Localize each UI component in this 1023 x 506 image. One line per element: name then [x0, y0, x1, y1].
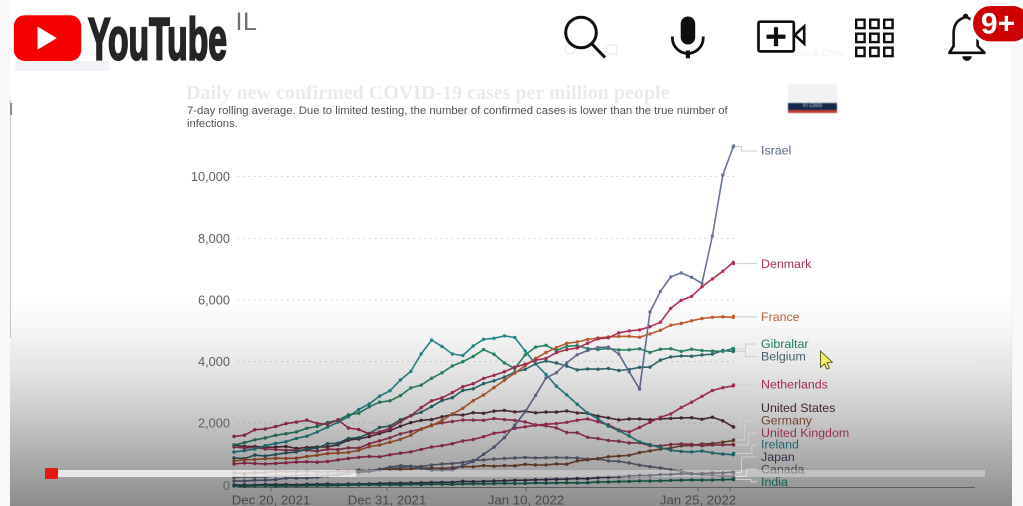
- svg-text:10,000: 10,000: [191, 169, 230, 184]
- svg-text:Gibraltar: Gibraltar: [761, 337, 809, 351]
- svg-text:India: India: [761, 475, 788, 489]
- svg-text:Israel: Israel: [761, 144, 791, 158]
- svg-text:France: France: [761, 310, 800, 324]
- svg-text:Japan: Japan: [761, 450, 795, 464]
- svg-text:Dec 31, 2021: Dec 31, 2021: [348, 493, 426, 506]
- svg-text:Jan 10, 2022: Jan 10, 2022: [488, 493, 564, 506]
- svg-text:8,000: 8,000: [198, 231, 230, 246]
- svg-text:2,000: 2,000: [198, 415, 230, 430]
- svg-text:9+: 9+: [981, 8, 1015, 41]
- svg-text:4,000: 4,000: [198, 354, 230, 369]
- svg-text:Ireland: Ireland: [761, 438, 799, 452]
- svg-text:United Kingdom: United Kingdom: [761, 426, 849, 440]
- svg-text:Belgium: Belgium: [761, 350, 806, 364]
- svg-text:United States: United States: [761, 401, 835, 415]
- svg-text:YouTube: YouTube: [88, 7, 227, 73]
- svg-text:0: 0: [223, 478, 230, 493]
- svg-text:6,000: 6,000: [198, 292, 230, 307]
- svg-text:Netherlands: Netherlands: [761, 378, 828, 392]
- svg-text:Jan 25, 2022: Jan 25, 2022: [660, 493, 736, 506]
- svg-text:IL: IL: [236, 8, 258, 36]
- svg-text:Germany: Germany: [761, 413, 813, 427]
- svg-text:Canada: Canada: [761, 462, 805, 476]
- svg-text:Dec 20, 2021: Dec 20, 2021: [232, 493, 310, 506]
- svg-text:Denmark: Denmark: [761, 257, 812, 271]
- svg-text:Edit & Crea: Edit & Crea: [792, 48, 844, 59]
